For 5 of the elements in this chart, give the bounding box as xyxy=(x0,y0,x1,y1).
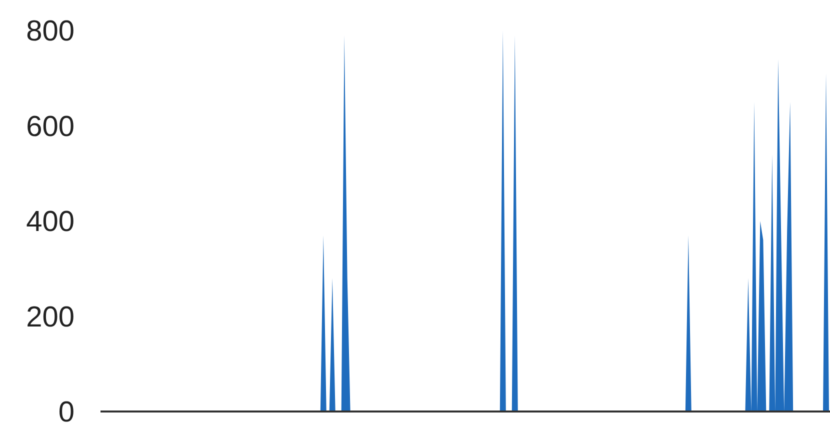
y-tick-label: 200 xyxy=(26,301,75,334)
y-tick-label: 600 xyxy=(26,110,75,143)
y-tick-label: 800 xyxy=(26,16,75,48)
y-tick-label: 0 xyxy=(58,396,75,428)
y-tick-label: 400 xyxy=(26,206,75,238)
